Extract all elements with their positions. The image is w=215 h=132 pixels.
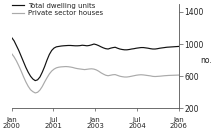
Private sector houses: [119, 75, 121, 77]
Total dwelling units: [119, 48, 121, 50]
Private sector houses: [69, 66, 72, 68]
Total dwelling units: [10, 37, 13, 38]
Private sector houses: [126, 76, 128, 78]
Line: Total dwelling units: Total dwelling units: [12, 38, 179, 81]
Total dwelling units: [36, 79, 39, 81]
Private sector houses: [36, 91, 39, 93]
Private sector houses: [34, 92, 37, 94]
Total dwelling units: [34, 80, 37, 81]
Total dwelling units: [107, 48, 109, 50]
Private sector houses: [10, 53, 13, 55]
Legend: Total dwelling units, Private sector houses: Total dwelling units, Private sector hou…: [12, 3, 103, 16]
Line: Private sector houses: Private sector houses: [12, 54, 179, 93]
Y-axis label: no.: no.: [200, 56, 212, 65]
Total dwelling units: [177, 46, 180, 47]
Private sector houses: [107, 75, 109, 77]
Total dwelling units: [53, 47, 55, 49]
Total dwelling units: [126, 49, 128, 51]
Private sector houses: [177, 74, 180, 76]
Total dwelling units: [69, 45, 72, 46]
Private sector houses: [53, 68, 55, 70]
